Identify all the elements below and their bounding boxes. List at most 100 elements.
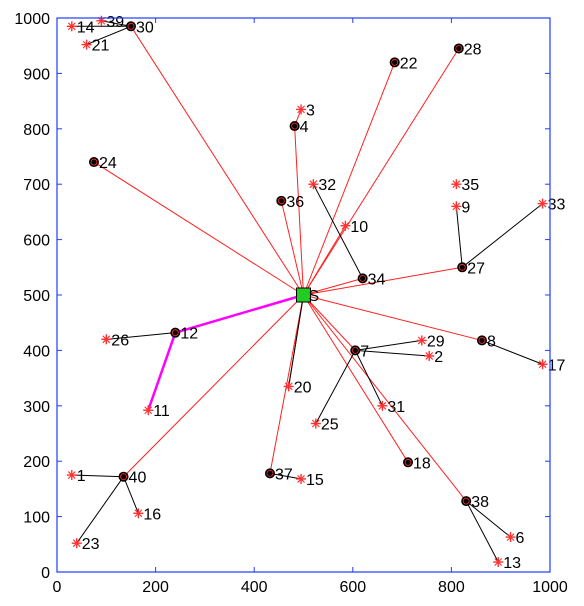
node-center-marker bbox=[291, 122, 299, 130]
black-link bbox=[465, 500, 511, 538]
node-marker bbox=[289, 121, 300, 132]
x-axis: 0 200 400 600 800 1000 bbox=[53, 18, 568, 596]
x-tick-label: 800 bbox=[438, 579, 465, 596]
x-tick-label: 600 bbox=[339, 579, 366, 596]
red-star-marker bbox=[101, 334, 112, 345]
magenta-links bbox=[147, 293, 304, 411]
node-label: 24 bbox=[99, 155, 117, 172]
node-marker bbox=[389, 57, 400, 68]
node-label: 30 bbox=[136, 19, 154, 36]
red-point-label: 35 bbox=[461, 177, 479, 194]
node-center-marker bbox=[90, 158, 98, 166]
red-star-marker bbox=[296, 104, 307, 115]
red-point-label: 11 bbox=[153, 403, 170, 420]
black-link bbox=[312, 183, 364, 279]
node-label: 8 bbox=[487, 333, 496, 350]
black-link bbox=[288, 294, 304, 387]
red-point-label: 14 bbox=[77, 19, 95, 36]
red-star-marker bbox=[537, 198, 548, 209]
red-star-marker bbox=[66, 21, 77, 32]
red-link bbox=[93, 161, 304, 296]
node-center-marker bbox=[351, 346, 359, 354]
red-point-label: 10 bbox=[350, 219, 368, 236]
red-point-label: 9 bbox=[461, 199, 470, 216]
red-star-marker bbox=[143, 405, 154, 416]
red-point-label: 25 bbox=[321, 417, 339, 434]
node-marker bbox=[457, 262, 468, 273]
black-link bbox=[76, 476, 124, 544]
markers bbox=[66, 15, 548, 568]
node-label: 22 bbox=[400, 55, 418, 72]
red-star-marker bbox=[451, 179, 462, 190]
node-label: 36 bbox=[286, 194, 304, 211]
node-center-marker bbox=[277, 197, 285, 205]
black-link bbox=[315, 350, 356, 424]
magenta-link bbox=[174, 293, 304, 334]
node-center-marker bbox=[391, 58, 399, 66]
node-center-marker bbox=[455, 45, 463, 52]
red-star-marker bbox=[451, 201, 462, 212]
red-star-marker bbox=[71, 538, 82, 549]
black-links bbox=[71, 20, 543, 563]
sink-label: S bbox=[309, 288, 320, 305]
black-link bbox=[101, 20, 132, 27]
y-tick-label: 600 bbox=[23, 233, 50, 250]
node-marker bbox=[350, 345, 361, 356]
node-marker bbox=[453, 43, 464, 54]
red-link bbox=[280, 200, 304, 296]
y-tick-label: 900 bbox=[23, 66, 50, 83]
red-point-label: 39 bbox=[106, 14, 124, 31]
node-marker bbox=[125, 21, 136, 32]
red-point-label: 33 bbox=[548, 197, 566, 214]
node-label: 37 bbox=[275, 466, 293, 483]
red-point-label: 2 bbox=[434, 349, 443, 366]
black-link bbox=[71, 474, 124, 478]
black-link bbox=[355, 349, 430, 357]
node-label: 28 bbox=[464, 41, 482, 58]
node-marker bbox=[264, 468, 275, 479]
red-star-marker bbox=[424, 350, 435, 361]
red-link bbox=[303, 294, 483, 341]
y-tick-label: 700 bbox=[23, 177, 50, 194]
node-marker bbox=[357, 273, 368, 284]
red-link bbox=[130, 26, 304, 296]
black-link bbox=[355, 339, 422, 351]
node-label: 18 bbox=[413, 455, 431, 472]
node-marker bbox=[170, 327, 181, 338]
red-star-marker bbox=[493, 557, 504, 568]
node-center-marker bbox=[171, 329, 179, 337]
red-point-label: 29 bbox=[427, 333, 445, 350]
y-tick-label: 500 bbox=[23, 288, 50, 305]
red-point-label: 3 bbox=[306, 102, 315, 119]
node-center-marker bbox=[266, 469, 274, 477]
red-star-marker bbox=[308, 179, 319, 190]
x-tick-label: 0 bbox=[53, 579, 62, 596]
red-link bbox=[294, 126, 304, 296]
red-point-label: 21 bbox=[92, 38, 110, 55]
node-label: 40 bbox=[129, 470, 147, 487]
node-label: 38 bbox=[471, 494, 489, 511]
black-link bbox=[481, 339, 543, 365]
y-tick-label: 1000 bbox=[14, 11, 50, 28]
red-link bbox=[303, 62, 396, 296]
node-center-marker bbox=[120, 473, 127, 481]
y-axis: 0 100 200 300 400 500 600 700 800 900 1000 bbox=[14, 11, 550, 582]
red-star-marker bbox=[505, 532, 516, 543]
y-tick-label: 200 bbox=[23, 454, 50, 471]
black-link bbox=[455, 206, 463, 268]
node-marker bbox=[461, 496, 472, 507]
red-point-label: 6 bbox=[516, 530, 525, 547]
red-link bbox=[123, 294, 304, 478]
red-point-label: 32 bbox=[318, 177, 336, 194]
node-label: 27 bbox=[467, 260, 485, 277]
red-star-marker bbox=[416, 335, 427, 346]
y-tick-label: 400 bbox=[23, 343, 50, 360]
black-link bbox=[86, 25, 132, 46]
black-link bbox=[354, 350, 383, 407]
red-star-marker bbox=[133, 508, 144, 519]
red-star-marker bbox=[310, 418, 321, 429]
node-marker bbox=[403, 457, 414, 468]
